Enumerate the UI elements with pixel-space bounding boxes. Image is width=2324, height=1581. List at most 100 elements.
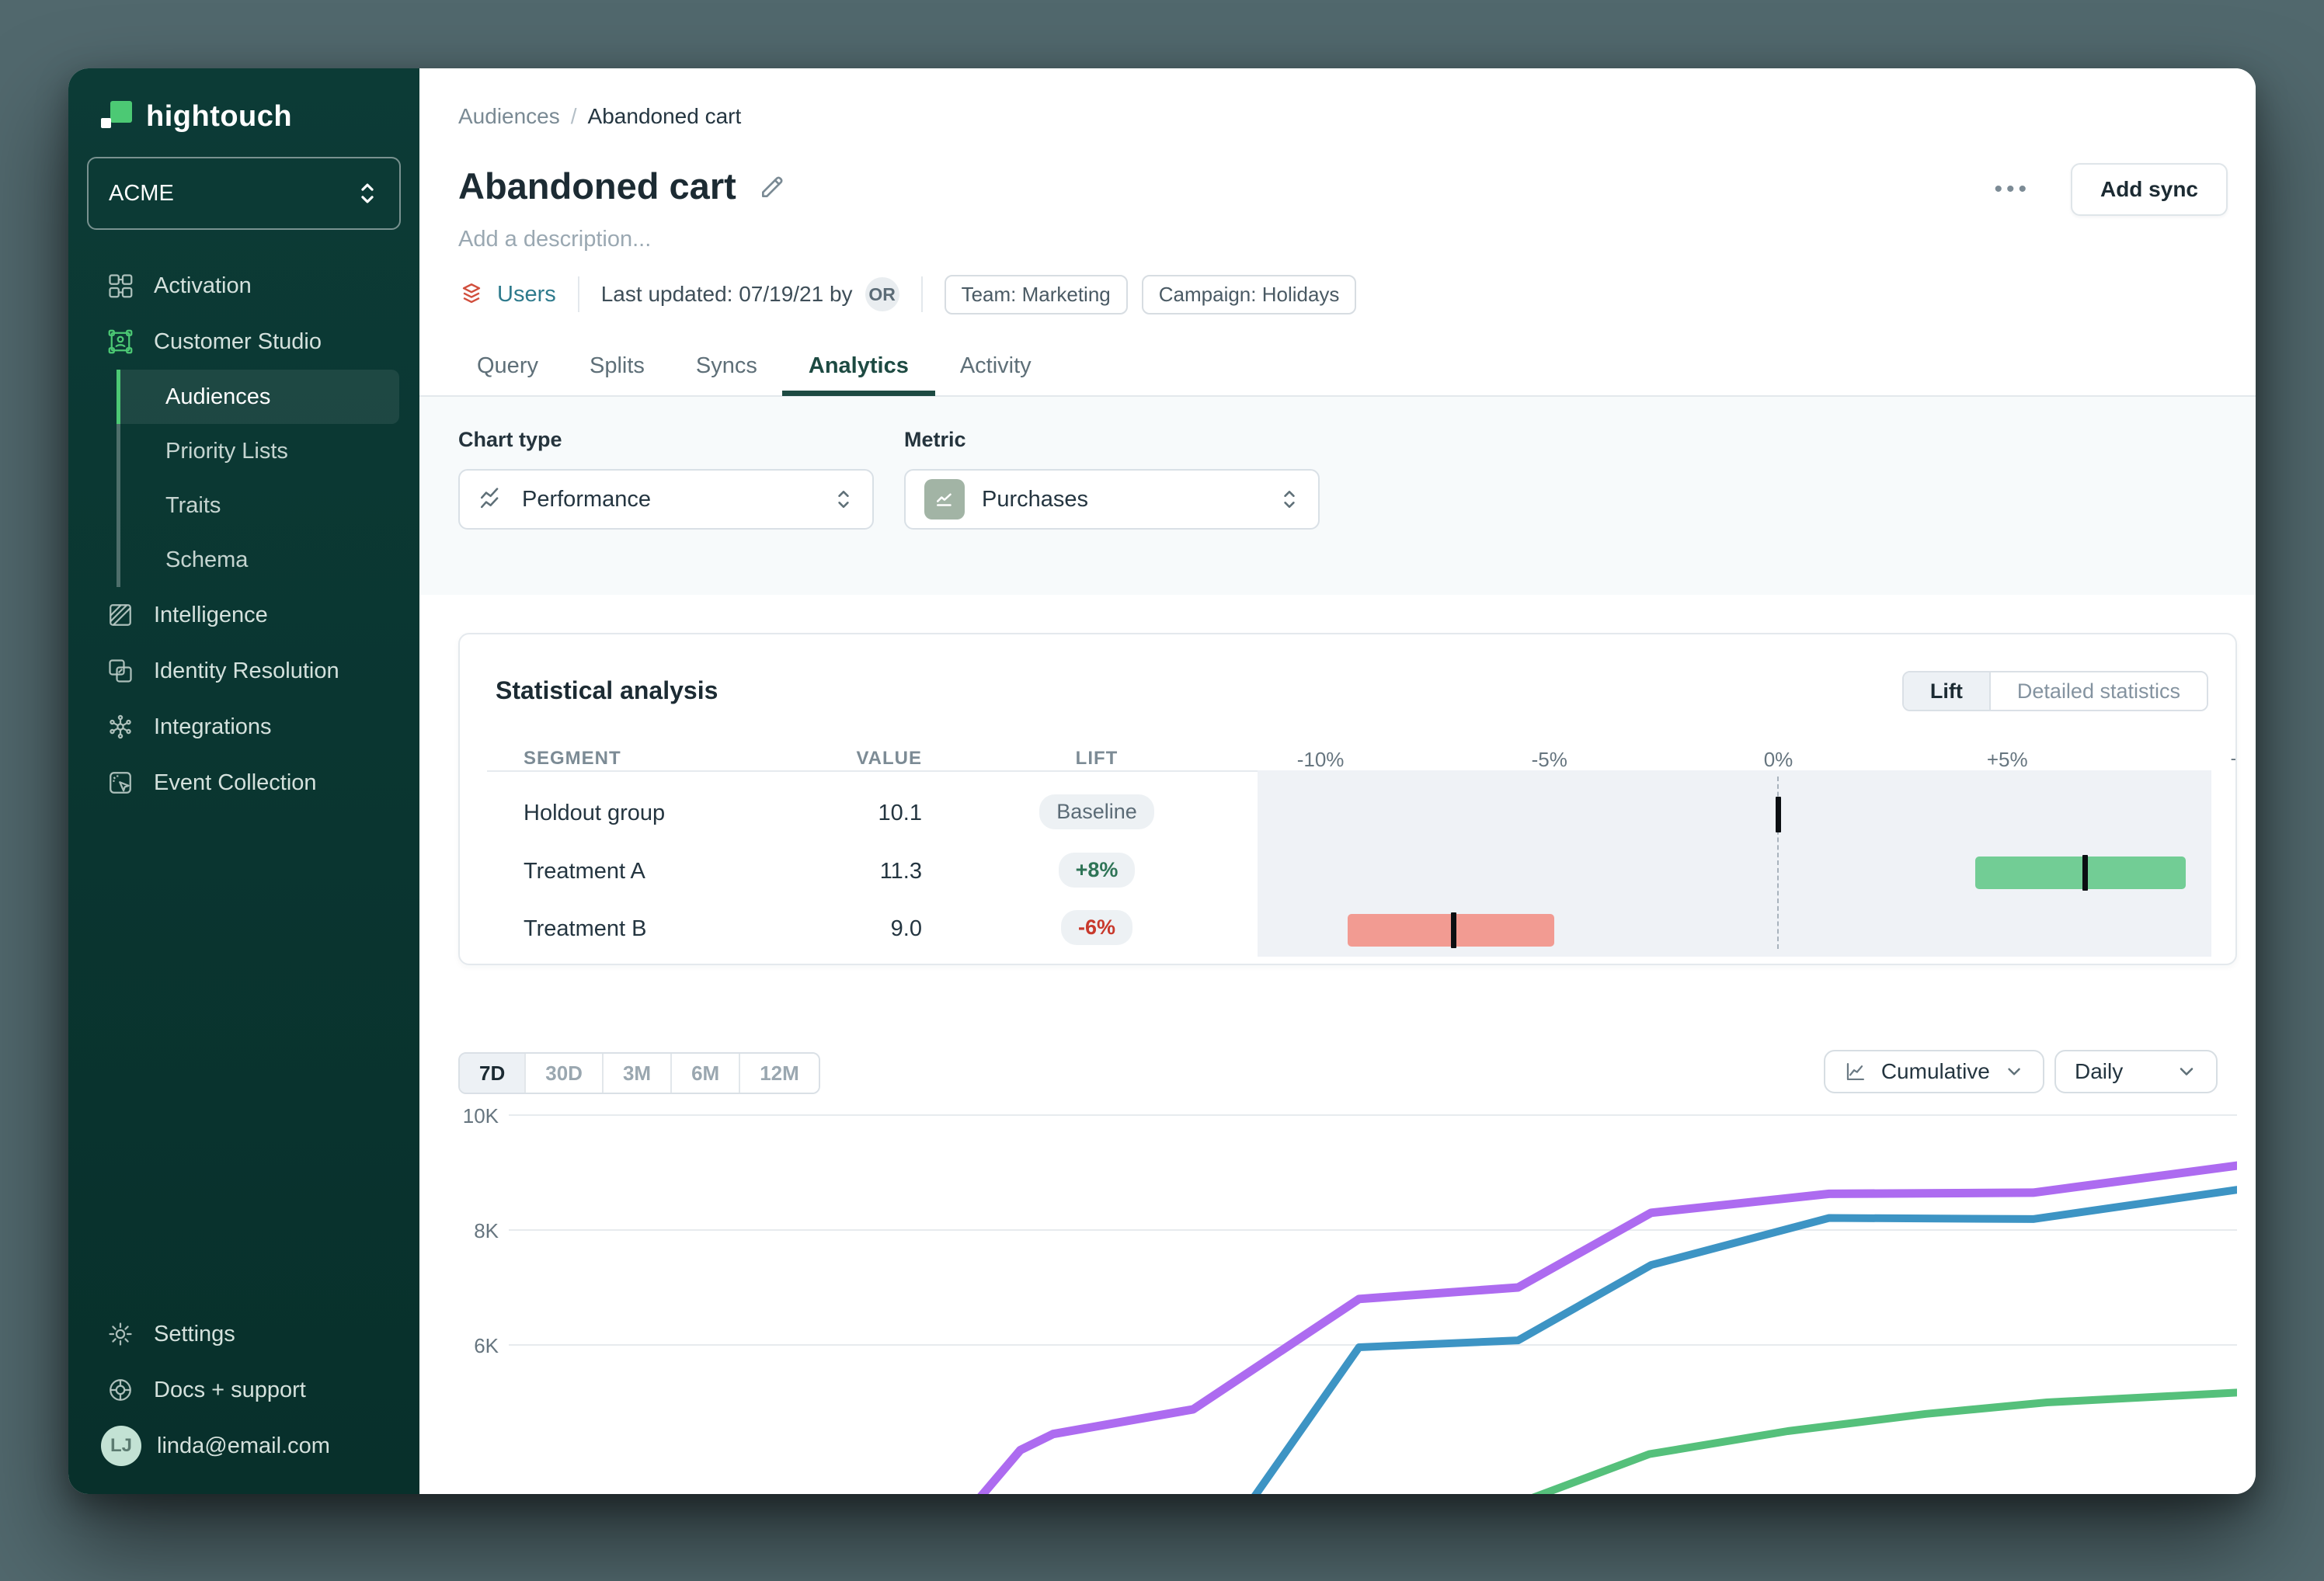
- header-actions: ••• Add sync: [1994, 162, 2228, 217]
- y-tick-8k: 8K: [474, 1219, 499, 1242]
- sidebar-item-label: Intelligence: [154, 602, 268, 627]
- metric-label: Metric: [904, 428, 966, 451]
- sidebar-item-label: Integrations: [154, 714, 272, 739]
- performance-line-chart: [509, 1114, 2237, 1494]
- tab-query[interactable]: Query: [477, 353, 538, 378]
- sidebar-item-label: Customer Studio: [154, 328, 322, 354]
- lift-axis-tick: -10%: [1296, 748, 1345, 771]
- sidebar-item-schema[interactable]: Schema: [120, 533, 399, 587]
- range-6m-button[interactable]: 6M: [670, 1054, 739, 1093]
- point-estimate-tick: [1776, 797, 1782, 832]
- chart-type-value: Performance: [522, 486, 652, 512]
- last-updated: Last updated: 07/19/21 by OR: [601, 277, 899, 311]
- customer-studio-subnav: Audiences Priority Lists Traits Schema: [117, 370, 399, 587]
- granularity-value: Daily: [2075, 1059, 2124, 1083]
- series-line-blue: [1251, 1186, 2237, 1494]
- tag-campaign[interactable]: Campaign: Holidays: [1141, 274, 1357, 314]
- more-options-button[interactable]: •••: [1994, 176, 2030, 202]
- lift-pill: -6%: [1060, 910, 1132, 945]
- life-ring-icon: [106, 1375, 135, 1405]
- sidebar-item-customer-studio[interactable]: Customer Studio: [68, 314, 419, 370]
- sidebar-item-audiences[interactable]: Audiences: [117, 370, 399, 424]
- event-collection-icon: [106, 768, 135, 797]
- tab-activity[interactable]: Activity: [959, 353, 1032, 378]
- integrations-icon: [106, 712, 135, 742]
- column-header-value: VALUE: [856, 748, 922, 769]
- user-email: linda@email.com: [157, 1433, 330, 1458]
- card-title: Statistical analysis: [496, 676, 718, 704]
- sidebar-item-identity-resolution[interactable]: Identity Resolution: [68, 643, 419, 699]
- chart-type-select[interactable]: Performance: [458, 469, 874, 530]
- sub-item-label: Audiences: [165, 384, 271, 409]
- range-30d-button[interactable]: 30D: [524, 1054, 602, 1093]
- main-content: Audiences / Abandoned cart ••• Add sync …: [419, 68, 2256, 1494]
- sidebar-item-activation[interactable]: Activation: [68, 258, 419, 314]
- metric-group: Metric Purchases: [904, 428, 1320, 530]
- point-estimate-tick: [2082, 855, 2089, 891]
- value-holdout-group: 10.1: [878, 801, 922, 825]
- cumulative-select[interactable]: Cumulative: [1824, 1050, 2044, 1093]
- sidebar-user[interactable]: LJ linda@email.com: [68, 1418, 419, 1474]
- lift-badge-treatment-a: +8%: [1038, 853, 1155, 888]
- chevron-updown-icon: [1284, 490, 1295, 509]
- sidebar-item-traits[interactable]: Traits: [120, 478, 399, 533]
- sidebar-item-docs-support[interactable]: Docs + support: [68, 1362, 419, 1418]
- toggle-lift-button[interactable]: Lift: [1903, 672, 1989, 710]
- activation-icon: [106, 271, 135, 301]
- statistical-analysis-card: Statistical analysis Lift Detailed stati…: [458, 633, 2237, 965]
- breadcrumb-audiences[interactable]: Audiences: [458, 104, 560, 128]
- gear-icon: [106, 1319, 135, 1349]
- tab-analytics[interactable]: Analytics: [781, 353, 935, 396]
- customer-studio-icon: [106, 327, 135, 356]
- brand-name: hightouch: [146, 99, 293, 133]
- tab-splits[interactable]: Splits: [589, 353, 645, 378]
- breadcrumb-separator: /: [570, 104, 577, 128]
- column-header-segment: SEGMENT: [524, 748, 621, 769]
- granularity-select[interactable]: Daily: [2054, 1050, 2218, 1093]
- purchases-icon: [924, 479, 965, 519]
- chevron-updown-icon: [361, 183, 374, 203]
- metric-select[interactable]: Purchases: [904, 469, 1320, 530]
- sidebar-item-integrations[interactable]: Integrations: [68, 699, 419, 755]
- description-placeholder[interactable]: Add a description...: [458, 227, 652, 252]
- edit-pencil-icon[interactable]: [758, 172, 788, 201]
- sidebar-item-intelligence[interactable]: Intelligence: [68, 587, 419, 643]
- layers-icon: [462, 283, 481, 304]
- range-12m-button[interactable]: 12M: [739, 1054, 819, 1093]
- toggle-detailed-statistics-button[interactable]: Detailed statistics: [1988, 672, 2207, 710]
- sidebar: hightouch ACME Activation: [68, 68, 419, 1494]
- tab-syncs[interactable]: Syncs: [695, 353, 757, 378]
- confidence-interval-bar: [1974, 857, 2187, 889]
- lift-axis-tick: +5%: [1986, 748, 2028, 771]
- tag-list: Team: Marketing Campaign: Holidays: [944, 274, 1357, 314]
- identity-resolution-icon: [106, 656, 135, 686]
- tag-team[interactable]: Team: Marketing: [944, 274, 1128, 314]
- range-7d-button[interactable]: 7D: [460, 1054, 525, 1093]
- intelligence-icon: [106, 600, 135, 630]
- hightouch-logo-icon: [101, 101, 132, 128]
- parent-model-label: Users: [497, 281, 556, 307]
- zero-baseline: [1777, 777, 1780, 949]
- sidebar-item-event-collection[interactable]: Event Collection: [68, 755, 419, 811]
- cumulative-value: Cumulative: [1880, 1059, 1990, 1083]
- workspace-name: ACME: [109, 180, 174, 206]
- series-line-green: [1531, 1388, 2237, 1494]
- lift-pill: Baseline: [1039, 794, 1154, 829]
- sidebar-nav: Activation Customer Studio Audiences: [68, 258, 419, 811]
- chart-type-label: Chart type: [458, 428, 562, 451]
- column-header-lift: LIFT: [1075, 748, 1119, 769]
- segment-treatment-a: Treatment A: [524, 859, 645, 884]
- filter-band: Chart type Performance Metric: [419, 397, 2256, 595]
- sidebar-item-settings[interactable]: Settings: [68, 1306, 419, 1362]
- add-sync-button[interactable]: Add sync: [2070, 163, 2228, 216]
- sidebar-footer: Settings Docs + support LJ linda@email.c…: [68, 1306, 419, 1474]
- workspace-selector[interactable]: ACME: [87, 157, 401, 230]
- range-3m-button[interactable]: 3M: [601, 1054, 671, 1093]
- segment-treatment-b: Treatment B: [524, 916, 647, 941]
- sidebar-item-priority-lists[interactable]: Priority Lists: [120, 424, 399, 478]
- app-window: hightouch ACME Activation: [68, 68, 2256, 1494]
- parent-model-link[interactable]: Users: [458, 281, 556, 308]
- lift-axis-tick: 0%: [1763, 748, 1793, 771]
- tab-divider: [419, 395, 2256, 397]
